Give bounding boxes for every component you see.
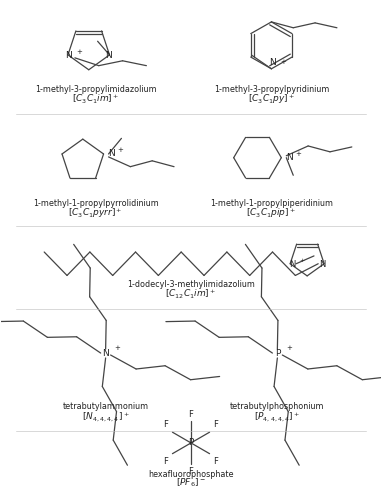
Text: +: +	[117, 147, 123, 153]
Text: N: N	[66, 51, 72, 60]
Text: 1-methyl-3-propylpyridinium: 1-methyl-3-propylpyridinium	[214, 85, 329, 94]
Text: F: F	[214, 457, 219, 465]
Text: 1-methyl-1-propylpiperidinium: 1-methyl-1-propylpiperidinium	[210, 199, 333, 208]
Text: +: +	[280, 59, 286, 65]
Text: N: N	[289, 260, 295, 269]
Text: P: P	[275, 348, 280, 358]
Text: +: +	[299, 258, 304, 263]
Text: $[C_3C_1py]^+$: $[C_3C_1py]^+$	[248, 92, 295, 106]
Text: tetrabutylammonium: tetrabutylammonium	[63, 402, 149, 411]
Text: $[C_3C_1pip]^+$: $[C_3C_1pip]^+$	[246, 206, 296, 220]
Text: N: N	[286, 153, 293, 162]
Text: $[P_{4,4,4,4}]^+$: $[P_{4,4,4,4}]^+$	[254, 410, 301, 423]
Text: N: N	[269, 58, 276, 67]
Text: F: F	[189, 467, 193, 476]
Text: +: +	[76, 49, 82, 55]
Text: hexafluorophosphate: hexafluorophosphate	[148, 470, 234, 479]
Text: tetrabutylphosphonium: tetrabutylphosphonium	[230, 402, 325, 411]
Text: $[C_3C_1im]^+$: $[C_3C_1im]^+$	[72, 93, 119, 106]
Text: $[C_{12}C_1im]^+$: $[C_{12}C_1im]^+$	[165, 288, 217, 301]
Text: N: N	[105, 51, 112, 60]
Text: N: N	[102, 348, 109, 358]
Text: +: +	[115, 345, 120, 351]
Text: $[N_{4,4,4,4}]^+$: $[N_{4,4,4,4}]^+$	[82, 410, 129, 423]
Text: 1-methyl-1-propylpyrrolidinium: 1-methyl-1-propylpyrrolidinium	[33, 199, 159, 208]
Text: +: +	[286, 345, 292, 351]
Text: $[PF_6]^-$: $[PF_6]^-$	[176, 477, 206, 489]
Text: 1-methyl-3-propylimidazolium: 1-methyl-3-propylimidazolium	[35, 85, 157, 94]
Text: 1-dodecyl-3-methylimidazolium: 1-dodecyl-3-methylimidazolium	[127, 280, 255, 289]
Text: F: F	[214, 420, 219, 429]
Text: P: P	[188, 439, 194, 447]
Text: F: F	[163, 420, 168, 429]
Text: F: F	[163, 457, 168, 465]
Text: N: N	[108, 149, 115, 158]
Text: F: F	[189, 410, 193, 418]
Text: N: N	[319, 260, 325, 269]
Text: +: +	[295, 151, 301, 157]
Text: $[C_3C_1pyrr]^+$: $[C_3C_1pyrr]^+$	[68, 206, 123, 220]
